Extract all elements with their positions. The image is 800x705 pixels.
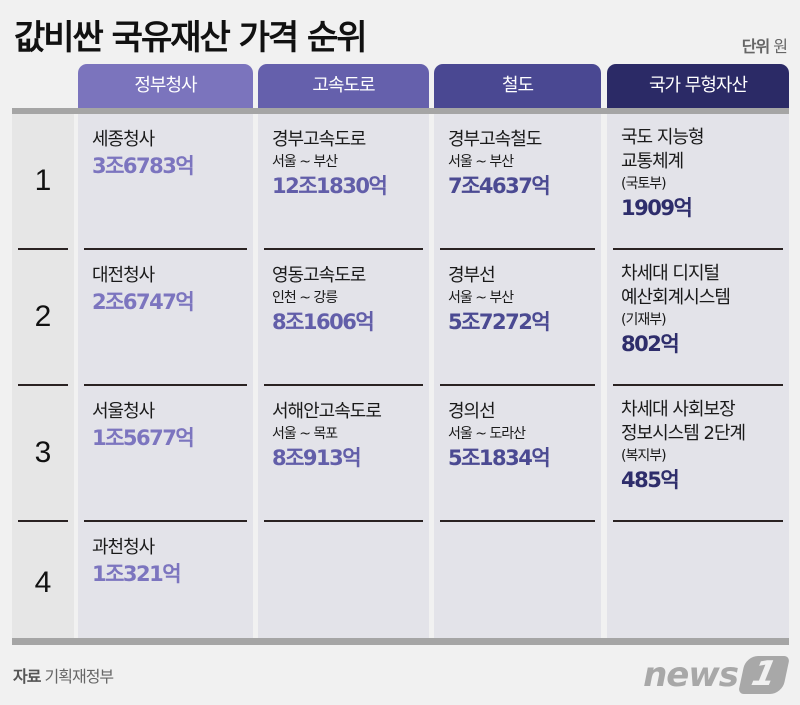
cell-name-line2: 예산회계시스템 — [621, 287, 731, 308]
unit-label: 단위 원 — [741, 33, 788, 57]
cell-route: 인천 ~ 강릉 — [272, 290, 338, 306]
cell-value: 8조913억 — [272, 446, 362, 470]
table-top-rule — [12, 108, 789, 114]
row-divider — [613, 384, 783, 386]
cell-route: 서울 ~ 부산 — [272, 154, 338, 170]
row-divider — [440, 248, 595, 250]
cell-name: 경부선 — [448, 265, 496, 286]
cell-name: 경부고속도로 — [272, 129, 366, 150]
source-label: 자료 — [13, 667, 41, 686]
column-header-railways: 철도 — [434, 64, 601, 108]
rank-number: 1 — [34, 164, 52, 197]
row-divider — [84, 248, 247, 250]
rank-number: 3 — [34, 436, 52, 469]
cell-value: 5조1834억 — [448, 446, 551, 470]
table-cell: 영동고속도로 인천 ~ 강릉 8조1606억 — [258, 250, 429, 386]
table-cell: 대전청사 2조6747억 — [78, 250, 253, 386]
cell-value: 7조4637억 — [448, 174, 551, 198]
cell-name: 서해안고속도로 — [272, 401, 382, 422]
government-buildings-column: 세종청사 3조6783억 대전청사 2조6747억 서울청사 1조5677억 과… — [78, 114, 253, 638]
table-cell: 경부선 서울 ~ 부산 5조7272억 — [434, 250, 601, 386]
cell-route: 서울 ~ 부산 — [448, 290, 514, 306]
row-divider — [264, 248, 423, 250]
cell-value: 802억 — [621, 332, 680, 356]
railways-column: 경부고속철도 서울 ~ 부산 7조4637억 경부선 서울 ~ 부산 5조727… — [434, 114, 601, 638]
page-title: 값비싼 국유재산 가격 순위 — [14, 18, 368, 58]
row-divider — [264, 520, 423, 522]
cell-value: 1909억 — [621, 196, 693, 220]
logo-mark-digit: 1 — [748, 654, 781, 694]
cell-name-line2: 정보시스템 2단계 — [621, 423, 746, 444]
cell-name: 경부고속철도 — [448, 129, 542, 150]
rank-number: 4 — [34, 566, 52, 599]
row-divider — [440, 520, 595, 522]
column-header-government-buildings: 정부청사 — [78, 64, 253, 108]
cell-name: 경의선 — [448, 401, 496, 422]
cell-name-line1: 차세대 사회보장 — [621, 399, 736, 420]
rank-row: 1 — [12, 114, 74, 250]
cell-value: 12조1830억 — [272, 174, 388, 198]
table-cell: 국도 지능형 교통체계 (국토부) 1909억 — [607, 114, 789, 250]
logo-text: news — [643, 655, 739, 695]
cell-name-line1: 차세대 디지털 — [621, 263, 720, 284]
news1-logo: news 1 — [643, 654, 791, 695]
cell-name-line2: 교통체계 — [621, 151, 684, 172]
table-cell: 차세대 사회보장 정보시스템 2단계 (복지부) 485억 — [607, 386, 789, 522]
row-divider — [613, 248, 783, 250]
row-divider — [18, 384, 68, 386]
row-divider — [84, 520, 247, 522]
row-divider — [18, 248, 68, 250]
rank-column: 1 2 3 4 — [12, 114, 74, 638]
intangible-assets-column: 국도 지능형 교통체계 (국토부) 1909억 차세대 디지털 예산회계시스템 … — [607, 114, 789, 638]
row-divider — [84, 384, 247, 386]
cell-value: 8조1606억 — [272, 310, 375, 334]
cell-name: 영동고속도로 — [272, 265, 366, 286]
rank-row: 2 — [12, 250, 74, 386]
cell-value: 1조5677억 — [92, 426, 195, 450]
column-header-highways: 고속도로 — [258, 64, 429, 108]
table-cell: 과천청사 1조321억 — [78, 522, 253, 638]
cell-name-line1: 국도 지능형 — [621, 127, 705, 148]
cell-value: 5조7272억 — [448, 310, 551, 334]
highways-column: 경부고속도로 서울 ~ 부산 12조1830억 영동고속도로 인천 ~ 강릉 8… — [258, 114, 429, 638]
row-divider — [18, 520, 68, 522]
cell-value: 485억 — [621, 468, 680, 492]
row-divider — [440, 384, 595, 386]
unit-label-value: 원 — [773, 37, 788, 56]
table-cell: 차세대 디지털 예산회계시스템 (기재부) 802억 — [607, 250, 789, 386]
table-cell: 서울청사 1조5677억 — [78, 386, 253, 522]
table-cell: 경부고속철도 서울 ~ 부산 7조4637억 — [434, 114, 601, 250]
cell-ministry: (복지부) — [621, 448, 667, 464]
cell-name: 과천청사 — [92, 537, 155, 558]
rank-row: 3 — [12, 386, 74, 522]
source-value: 기획재정부 — [44, 667, 115, 686]
unit-label-key: 단위 — [741, 37, 770, 56]
cell-name: 대전청사 — [92, 265, 155, 286]
logo-mark-icon: 1 — [737, 654, 791, 694]
cell-route: 서울 ~ 도라산 — [448, 426, 526, 442]
cell-value: 1조321억 — [92, 562, 182, 586]
source-credit: 자료 기획재정부 — [13, 663, 115, 687]
table-bottom-rule — [12, 638, 789, 645]
cell-name: 세종청사 — [92, 129, 155, 150]
rank-row: 4 — [12, 522, 74, 638]
cell-value: 3조6783억 — [92, 154, 195, 178]
table-cell: 경부고속도로 서울 ~ 부산 12조1830억 — [258, 114, 429, 250]
row-divider — [613, 520, 783, 522]
column-header-intangible-assets: 국가 무형자산 — [607, 64, 789, 108]
cell-ministry: (국토부) — [621, 176, 667, 192]
table-cell: 경의선 서울 ~ 도라산 5조1834억 — [434, 386, 601, 522]
cell-value: 2조6747억 — [92, 290, 195, 314]
table-cell: 세종청사 3조6783억 — [78, 114, 253, 250]
row-divider — [264, 384, 423, 386]
cell-ministry: (기재부) — [621, 312, 667, 328]
rank-number: 2 — [34, 300, 52, 333]
cell-route: 서울 ~ 목포 — [272, 426, 338, 442]
cell-route: 서울 ~ 부산 — [448, 154, 514, 170]
cell-name: 서울청사 — [92, 401, 155, 422]
table-cell: 서해안고속도로 서울 ~ 목포 8조913억 — [258, 386, 429, 522]
